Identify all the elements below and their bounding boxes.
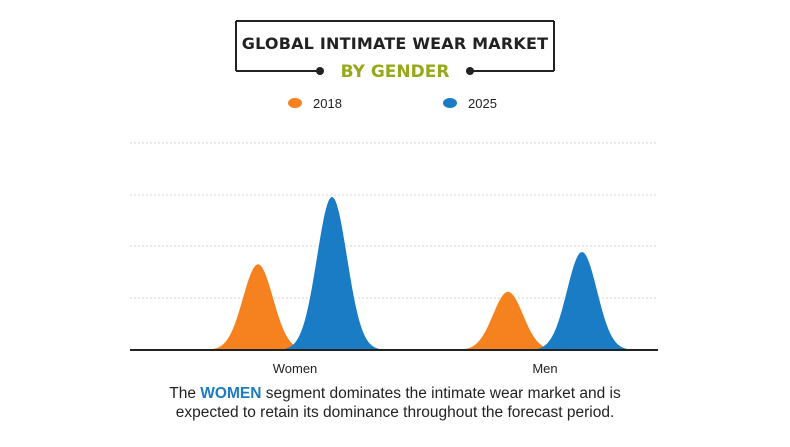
chart-subtitle: BY GENDER (341, 62, 450, 82)
peak-men-2025 (531, 252, 633, 350)
peak-men-2018 (457, 291, 559, 350)
legend-label-2025: 2025 (468, 96, 497, 111)
peak-women-2025 (281, 197, 383, 350)
title-left-dot (316, 67, 324, 75)
caption-highlight: WOMEN (200, 385, 262, 402)
caption-after: segment dominates the intimate wear mark… (261, 385, 621, 402)
legend-swatch-2018 (288, 98, 302, 108)
title-frame (235, 20, 555, 75)
caption-line-2: expected to retain its dominance through… (175, 404, 615, 421)
x-tick-label-women: Women (273, 361, 318, 376)
legend-label-2018: 2018 (313, 96, 342, 111)
x-tick-labels: Women Men (273, 361, 558, 376)
caption-before: The (169, 385, 201, 402)
caption: The WOMEN segment dominates the intimate… (0, 384, 790, 422)
title-right-dot (466, 67, 474, 75)
peak-women-2018 (207, 264, 309, 350)
x-tick-label-men: Men (532, 361, 557, 376)
chart-title: GLOBAL INTIMATE WEAR MARKET (242, 34, 549, 53)
chart-marks (207, 197, 633, 350)
legend-swatch-2025 (443, 98, 457, 108)
legend: 2018 2025 (288, 96, 497, 111)
caption-line-1: The WOMEN segment dominates the intimate… (0, 384, 790, 403)
